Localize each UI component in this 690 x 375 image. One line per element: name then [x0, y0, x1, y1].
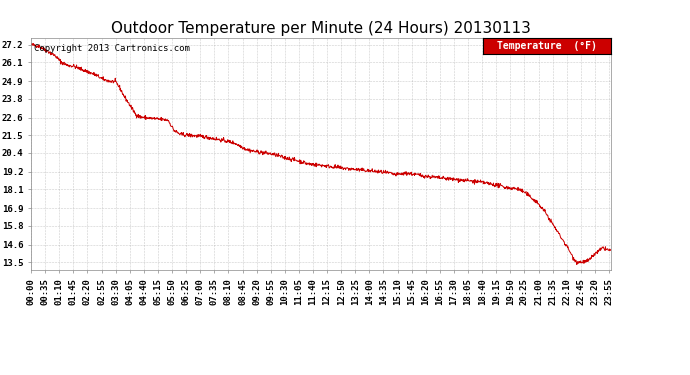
Text: Copyright 2013 Cartronics.com: Copyright 2013 Cartronics.com — [34, 45, 190, 54]
Title: Outdoor Temperature per Minute (24 Hours) 20130113: Outdoor Temperature per Minute (24 Hours… — [111, 21, 531, 36]
